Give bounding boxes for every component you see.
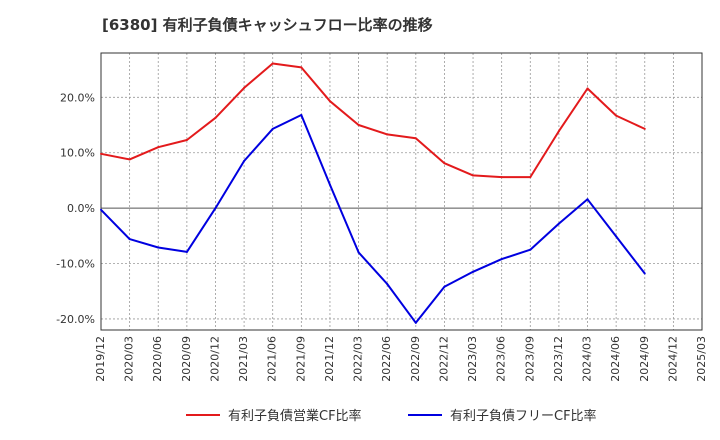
x-tick-label: 2021/09 [294,336,307,382]
series-2-point [586,198,589,201]
x-tick-label: 2021/03 [237,336,250,382]
series-1-point [271,62,274,65]
x-tick-label: 2022/09 [409,336,422,382]
series-2-point [100,208,102,211]
x-tick-label: 2020/06 [151,336,164,382]
y-tick-label: -20.0% [56,313,95,326]
series-2-point [128,238,131,241]
x-tick-label: 2023/03 [466,336,479,382]
x-tick-label: 2020/12 [208,336,221,382]
series-1-point [157,146,160,149]
series-line-1 [100,62,646,179]
series-1-point [243,86,246,89]
series-2-point [243,160,246,163]
x-tick-label: 2023/12 [552,336,565,382]
x-tick-label: 2024/06 [609,336,622,382]
x-tick-label: 2023/06 [495,336,508,382]
x-tick-label: 2022/06 [380,336,393,382]
x-tick-label: 2021/06 [266,336,279,382]
series-2-point [386,283,389,286]
series-1-point [443,162,446,165]
y-tick-label: -10.0% [56,258,95,271]
series-2-point [529,248,532,251]
series-2-point [357,251,360,254]
series-2-point [157,246,160,249]
x-tick-label: 2025/03 [695,336,708,382]
series-2-point [300,114,303,117]
series-1-point [386,133,389,136]
series-1-point [128,158,131,161]
series-1-point [328,100,331,103]
series-1-point [300,66,303,69]
plot-area [101,53,702,330]
series-2-point [185,250,188,253]
series-1-point [357,124,360,127]
series-1-point [643,127,646,130]
series-1-point [214,116,217,119]
x-tick-label: 2020/03 [123,336,136,382]
y-tick-label: 20.0% [60,91,95,104]
series-line-2 [100,114,646,324]
series-2-point [472,270,475,273]
series-1-point [500,176,503,179]
legend-label-2: 有利子負債フリーCF比率 [450,408,597,424]
x-tick-label: 2023/09 [523,336,536,382]
legend-label-1: 有利子負債営業CF比率 [228,408,362,424]
series-2-point [414,321,417,324]
series-1-point [185,138,188,141]
series-2-point [271,127,274,130]
series-2-point [643,272,646,275]
plot-frame [100,52,703,331]
series-2-point [557,222,560,225]
x-tick-label: 2022/12 [437,336,450,382]
series-2-point [443,285,446,288]
x-tick-label: 2022/03 [352,336,365,382]
x-tick-label: 2019/12 [94,336,107,382]
series-2-point [328,183,331,186]
x-tick-label: 2024/09 [638,336,651,382]
x-tick-label: 2020/09 [180,336,193,382]
series-2-point [500,258,503,261]
y-tick-label: 0.0% [67,202,95,215]
series-2-point [214,207,217,210]
x-tick-label: 2024/12 [666,336,679,382]
series-1-point [615,114,618,117]
series-1-point [529,176,532,179]
series-1-point [472,174,475,177]
y-tick-label: 10.0% [60,147,95,160]
series-1-point [414,137,417,140]
series-1-point [557,130,560,133]
series-1-point [100,152,102,155]
series-2-point [615,235,618,238]
x-tick-label: 2024/03 [581,336,594,382]
series-1-point [586,87,589,90]
x-tick-label: 2021/12 [323,336,336,382]
chart-title: [6380] 有利子負債キャッシュフロー比率の推移 [102,16,433,34]
